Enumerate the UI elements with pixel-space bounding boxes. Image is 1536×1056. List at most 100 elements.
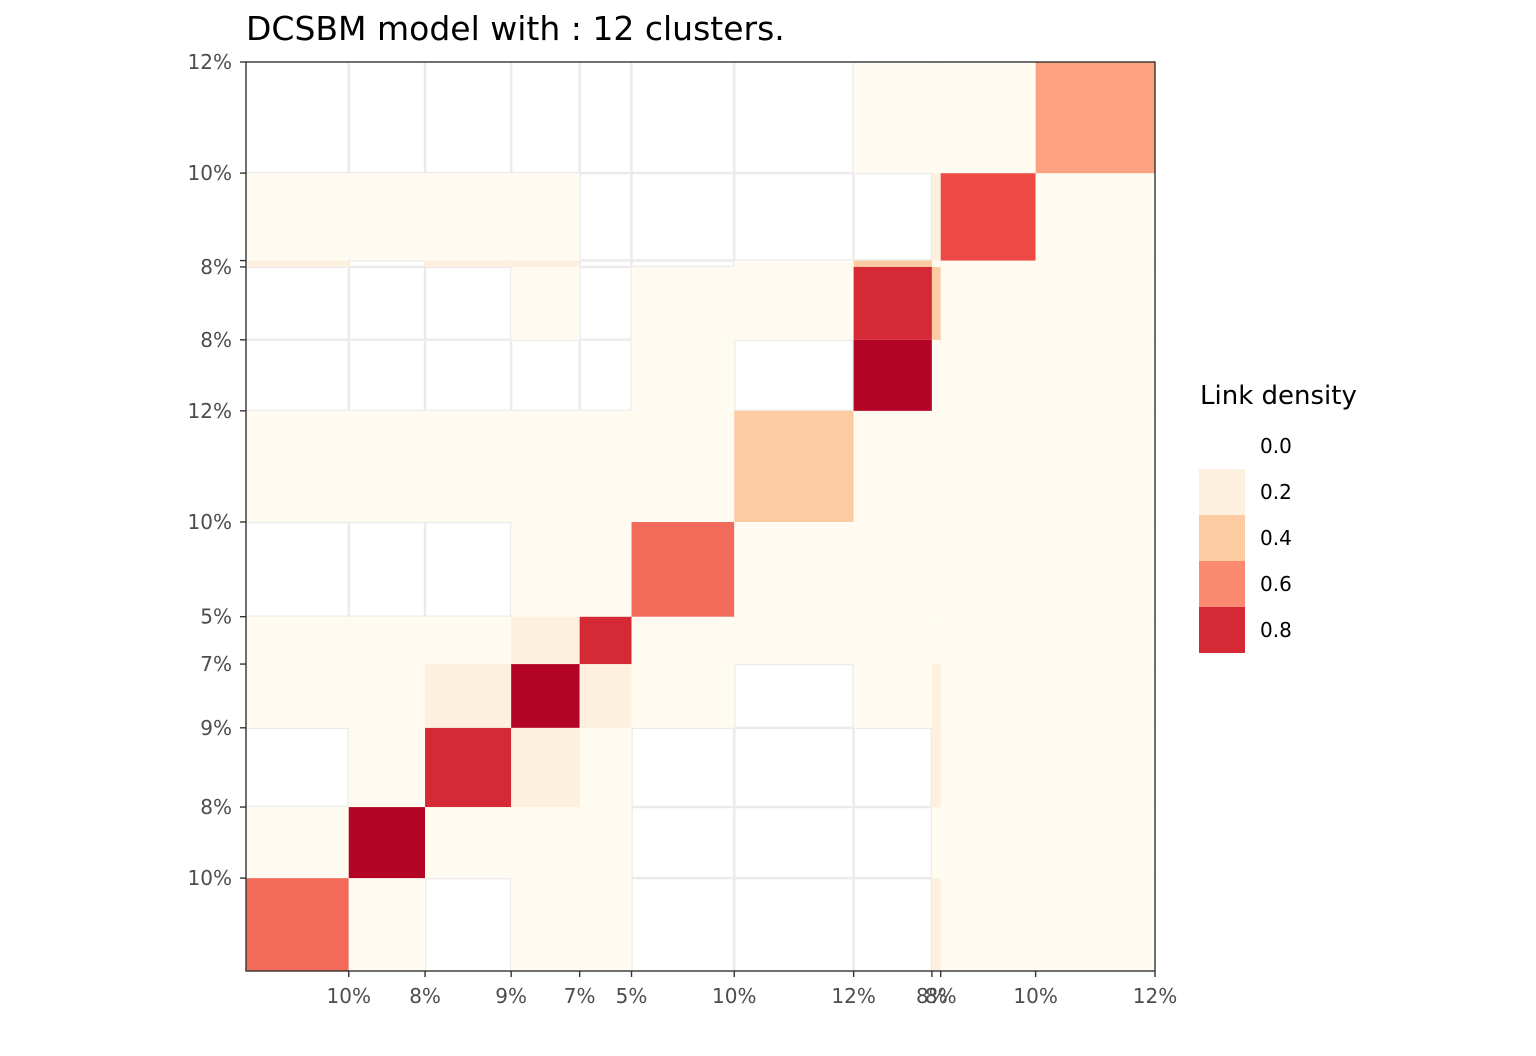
heatmap-cell: [940, 664, 1036, 728]
heatmap-cell: [853, 521, 932, 617]
x-tick-label: 9%: [495, 984, 527, 1008]
heatmap-cell: [348, 807, 426, 879]
heatmap-cell: [931, 260, 941, 267]
heatmap-cell: [579, 807, 632, 879]
heatmap-cells: [246, 62, 1155, 971]
heatmap-cell: [1035, 339, 1155, 411]
legend-label: 0.6: [1260, 572, 1292, 596]
heatmap-cell: [511, 521, 580, 617]
heatmap-cell: [734, 410, 854, 522]
heatmap-cell: [1035, 410, 1155, 522]
x-tick-label: 7%: [564, 984, 596, 1008]
heatmap-cell: [348, 664, 426, 728]
heatmap-cell: [1035, 266, 1155, 340]
heatmap-cell: [931, 664, 941, 728]
heatmap-cell: [1035, 878, 1155, 971]
heatmap-cell: [425, 410, 512, 522]
legend-label: 0.2: [1260, 480, 1292, 504]
heatmap-cell: [579, 727, 632, 808]
heatmap-cell: [1035, 173, 1155, 261]
heatmap-cell: [579, 410, 632, 522]
heatmap-cell: [511, 260, 580, 267]
heatmap-cell: [853, 266, 932, 340]
x-tick-label: 10%: [712, 984, 756, 1008]
heatmap-cell: [348, 878, 426, 971]
heatmap-cell: [579, 878, 632, 971]
heatmap-cell: [511, 664, 580, 728]
heatmap-cell: [511, 727, 580, 808]
legend-swatch: [1199, 561, 1245, 607]
x-axis: 10% 8% 9% 7% 5% 10% 12% 8%8% 10% 12%: [327, 971, 1177, 1008]
heatmap-cell: [1035, 521, 1155, 617]
legend-swatch: [1199, 607, 1245, 653]
legend-swatch: [1199, 423, 1245, 469]
heatmap-cell: [246, 664, 349, 728]
heatmap-cell: [853, 616, 932, 665]
x-tick-label: 5%: [616, 984, 648, 1008]
heatmap-cell: [1035, 616, 1155, 665]
y-axis: 10% 8% 9% 7% 5% 10% 12% 8% 8% 10% 12%: [188, 50, 246, 890]
heatmap-cell: [931, 266, 941, 340]
legend-title: Link density: [1200, 381, 1357, 411]
heatmap-cell: [853, 664, 932, 728]
heatmap-cell: [348, 410, 426, 522]
heatmap-cell: [1035, 727, 1155, 808]
heatmap-cell: [940, 173, 1036, 261]
legend-swatch: [1199, 515, 1245, 561]
y-tick-label: 8%: [200, 255, 232, 279]
heatmap-cell: [631, 664, 735, 728]
heatmap-cell: [246, 878, 349, 971]
heatmap-cell: [246, 616, 349, 665]
x-tick-label: 8%: [916, 984, 948, 1008]
y-tick-label: 5%: [200, 605, 232, 629]
heatmap-cell: [940, 260, 1036, 267]
y-tick-label: 7%: [200, 652, 232, 676]
heatmap-cell: [931, 173, 941, 261]
heatmap-cell: [734, 616, 854, 665]
y-tick-label: 8%: [200, 795, 232, 819]
heatmap-cell: [246, 807, 349, 879]
x-tick-label: 10%: [327, 984, 371, 1008]
legend-label: 0.4: [1260, 526, 1292, 550]
heatmap-cell: [579, 664, 632, 728]
heatmap-cell: [931, 878, 941, 971]
heatmap-cell: [579, 616, 632, 665]
heatmap-cell: [579, 521, 632, 617]
heatmap-cell: [940, 616, 1036, 665]
heatmap-cell: [425, 664, 512, 728]
x-tick-label: 8%: [925, 984, 957, 1008]
heatmap-cell: [853, 260, 932, 267]
heatmap-cell: [348, 727, 426, 808]
heatmap-cell: [511, 266, 580, 340]
heatmap-cell: [425, 616, 512, 665]
heatmap-cell: [931, 410, 941, 522]
chart-title: DCSBM model with : 12 clusters.: [246, 9, 785, 48]
y-tick-label: 10%: [188, 866, 232, 890]
heatmap-cell: [853, 339, 932, 411]
heatmap-cell: [931, 62, 941, 174]
heatmap-cell: [1035, 260, 1155, 267]
heatmap-cell: [853, 410, 932, 522]
heatmap-cell: [511, 173, 580, 261]
heatmap-cell: [511, 616, 580, 665]
heatmap-cell: [940, 807, 1036, 879]
heatmap-cell: [631, 616, 735, 665]
legend-swatch: [1199, 469, 1245, 515]
heatmap-cell: [246, 173, 349, 261]
heatmap-cell: [940, 266, 1036, 340]
heatmap-cell: [940, 339, 1036, 411]
x-tick-label: 8%: [409, 984, 441, 1008]
heatmap-cell: [931, 521, 941, 617]
x-tick-label: 10%: [1013, 984, 1057, 1008]
heatmap-cell: [931, 339, 941, 411]
heatmap-cell: [425, 173, 512, 261]
heatmap-cell: [931, 616, 941, 665]
heatmap-cell: [734, 260, 854, 267]
heatmap-cell: [631, 339, 735, 411]
y-tick-label: 10%: [188, 510, 232, 534]
heatmap-cell: [1035, 62, 1155, 174]
heatmap-cell: [348, 616, 426, 665]
heatmap-cell: [1035, 807, 1155, 879]
y-tick-label: 12%: [188, 50, 232, 74]
